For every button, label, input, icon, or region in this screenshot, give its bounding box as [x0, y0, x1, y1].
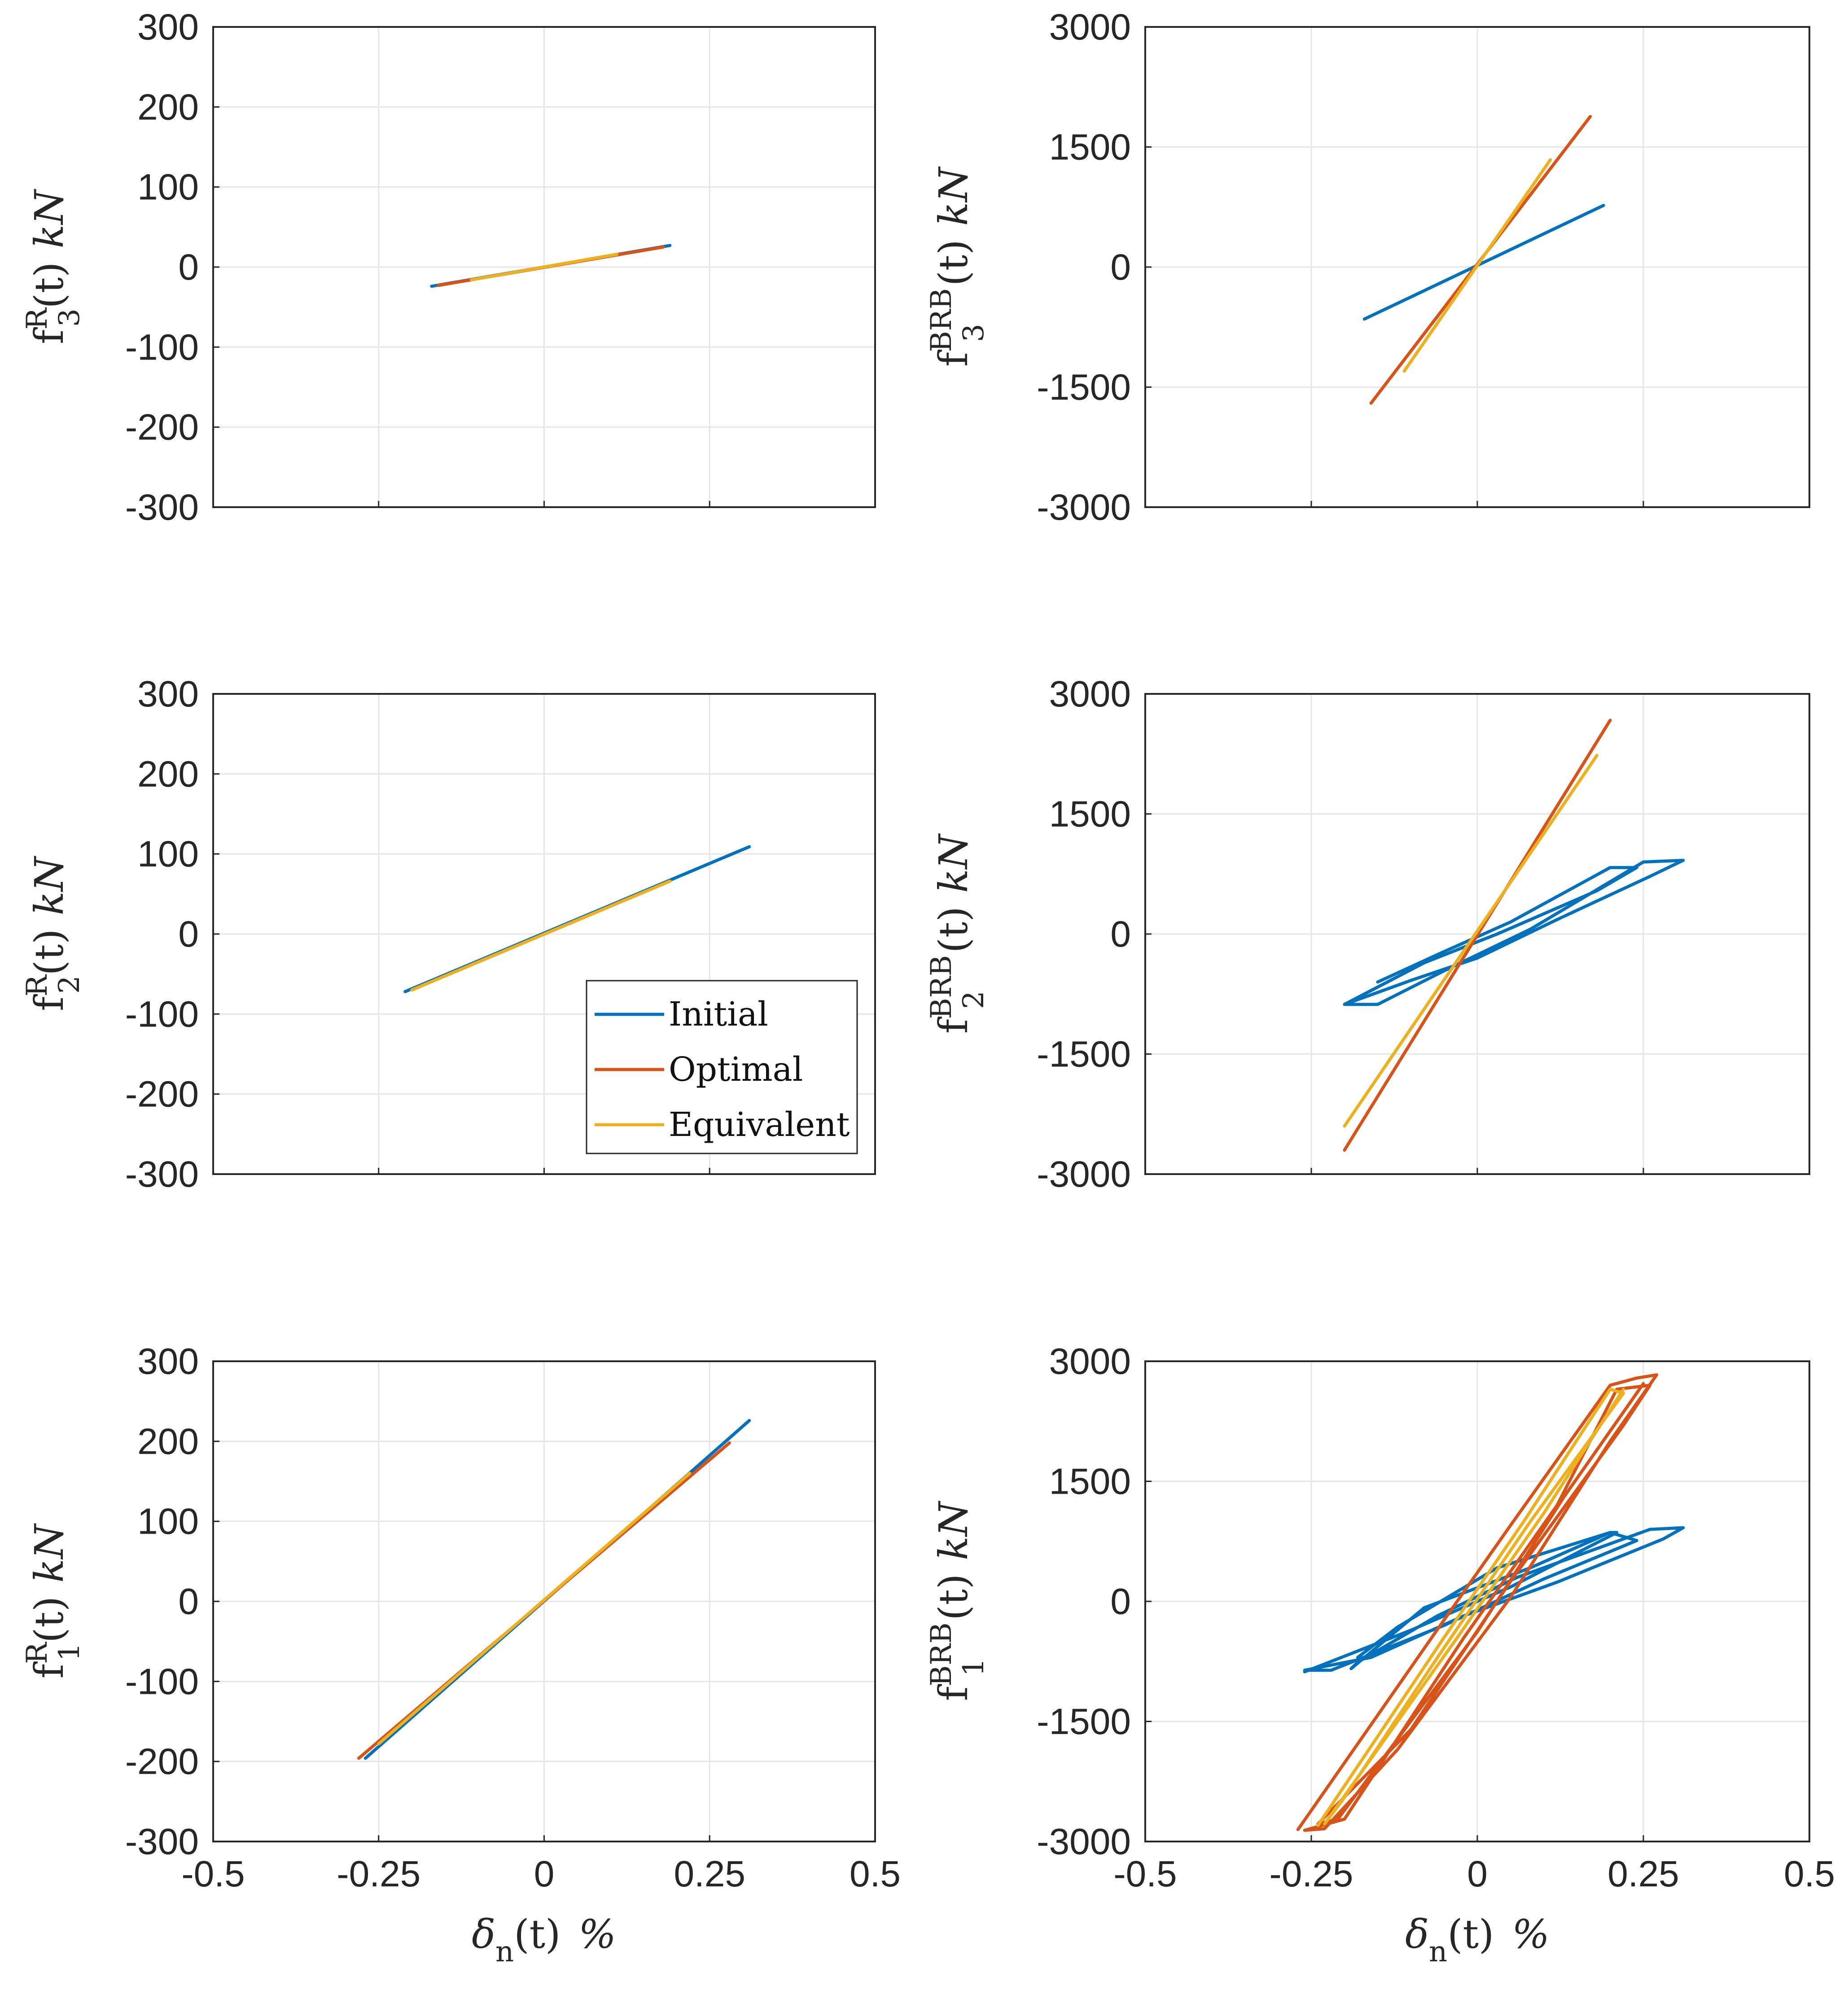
y-tick-label: 200	[137, 1421, 199, 1462]
series-initial	[1362, 204, 1605, 321]
x-tick-label: -0.5	[1113, 1854, 1177, 1894]
legend-label-equivalent: Equivalent	[669, 1105, 850, 1144]
panel-f2-brb: 3000 1500 0 -1500 -3000 fBRB2(t)kN	[925, 674, 1810, 1195]
x-tick-label: 0.25	[1607, 1854, 1679, 1894]
series-equivalent	[469, 253, 619, 281]
y-tick-label: 1500	[1049, 1461, 1131, 1502]
y-tick-label: -1500	[1037, 1701, 1131, 1742]
y-tick-labels: 3000 1500 0 -1500 -3000	[1037, 674, 1131, 1195]
y-tick-label: -100	[125, 327, 199, 368]
series-equivalent	[1343, 754, 1598, 1128]
y-tick-label: 200	[137, 754, 199, 794]
y-tick-label: 100	[137, 167, 199, 208]
series-layer	[1343, 719, 1685, 1152]
x-axis-label: δn(t)%	[472, 1911, 616, 1969]
series-equivalent	[377, 1472, 692, 1745]
y-axis-label: fBRB1(t)kN	[925, 1500, 990, 1701]
x-tick-label: -0.5	[181, 1854, 245, 1894]
y-tick-label: 1500	[1049, 127, 1131, 168]
axes-box	[212, 1360, 876, 1842]
y-axis-label: fBRB2(t)kN	[925, 833, 990, 1034]
series-optimal	[1343, 719, 1612, 1152]
legend-label-initial: Initial	[669, 995, 768, 1034]
y-tick-label: -1500	[1037, 1034, 1131, 1075]
y-tick-label: 0	[178, 914, 199, 955]
x-axis-label: δn(t)%	[1405, 1911, 1550, 1969]
y-axis-label: fR2(t)kN	[21, 855, 86, 1011]
y-tick-labels: 300 200 100 0 -100 -200 -300	[125, 1341, 199, 1862]
series-initial	[1303, 1526, 1685, 1674]
axes-box	[212, 26, 876, 508]
series-equivalent	[410, 879, 672, 992]
y-tick-labels: 3000 1500 0 -1500 -3000	[1037, 7, 1131, 528]
y-tick-labels: 300 200 100 0 -100 -200 -300	[125, 674, 199, 1195]
y-tick-label: 300	[137, 7, 199, 48]
y-tick-label: -300	[125, 1154, 199, 1195]
panel-f3-brb: 3000 1500 0 -1500 -3000 fBRB3(t)kN	[925, 7, 1810, 528]
series-layer	[1362, 115, 1605, 405]
y-tick-label: 0	[1110, 1581, 1131, 1622]
series-layer	[1296, 1373, 1685, 1832]
y-tick-label: -3000	[1037, 1821, 1131, 1862]
y-tick-label: 0	[1110, 247, 1131, 288]
y-tick-label: 0	[178, 1581, 199, 1622]
legend-label-optimal: Optimal	[669, 1050, 803, 1089]
axes-box	[212, 693, 876, 1175]
x-tick-label: 0.5	[1784, 1854, 1835, 1894]
x-tick-labels: -0.5 -0.25 0 0.25 0.5	[181, 1854, 901, 1894]
x-tick-labels: -0.5 -0.25 0 0.25 0.5	[1113, 1854, 1835, 1894]
y-tick-label: 0	[1110, 914, 1131, 955]
y-tick-label: -200	[125, 407, 199, 448]
y-tick-labels: 300 200 100 0 -100 -200 -300	[125, 7, 199, 528]
y-tick-label: 3000	[1049, 674, 1131, 715]
x-tick-label: 0	[1467, 1854, 1488, 1894]
series-equivalent	[1402, 158, 1552, 373]
y-axis-label: fR3(t)kN	[21, 189, 86, 344]
y-tick-label: 100	[137, 834, 199, 875]
axes-box	[1144, 26, 1810, 508]
y-tick-label: 300	[137, 674, 199, 715]
y-tick-label: -1500	[1037, 367, 1131, 408]
x-tick-label: -0.25	[337, 1854, 420, 1894]
y-tick-label: -300	[125, 487, 199, 528]
y-tick-label: 0	[178, 247, 199, 288]
axes-box	[1144, 693, 1810, 1175]
y-tick-label: -200	[125, 1741, 199, 1782]
y-tick-label: -3000	[1037, 487, 1131, 528]
series-layer	[430, 244, 672, 288]
y-tick-labels: 3000 1500 0 -1500 -3000	[1037, 1341, 1131, 1862]
x-tick-label: -0.25	[1270, 1854, 1353, 1894]
x-tick-label: 0	[534, 1854, 555, 1894]
y-tick-label: 200	[137, 87, 199, 127]
y-tick-label: -200	[125, 1074, 199, 1115]
panel-f1-r: 300 200 100 0 -100 -200 -300 -0.5 -0.25 0 0.25 0.5…	[21, 1341, 901, 1969]
y-tick-label: 300	[137, 1341, 199, 1382]
y-tick-label: -300	[125, 1821, 199, 1862]
x-tick-label: 0.25	[674, 1854, 745, 1894]
series-equivalent	[1316, 1387, 1625, 1827]
series-layer	[403, 845, 751, 993]
y-tick-label: -100	[125, 1661, 199, 1702]
panel-f3-r: 300 200 100 0 -100 -200 -300 fR3(t)kN	[21, 7, 876, 528]
series-layer	[357, 1419, 751, 1760]
y-tick-label: 3000	[1049, 1341, 1131, 1382]
series-initial	[1343, 859, 1685, 1006]
panel-f1-brb: 3000 1500 0 -1500 -3000 -0.5 -0.25 0 0.25 0.5 fB…	[925, 1341, 1835, 1969]
y-tick-label: 3000	[1049, 7, 1131, 48]
axes-box	[1144, 1360, 1810, 1842]
panel-f2-r: 300 200 100 0 -100 -200 -300 fR2(t)kN Initial …	[21, 674, 876, 1195]
y-tick-label: -3000	[1037, 1154, 1131, 1195]
y-tick-label: 1500	[1049, 794, 1131, 835]
y-tick-label: 100	[137, 1501, 199, 1542]
y-axis-label: fR1(t)kN	[21, 1523, 86, 1679]
legend: Initial Optimal Equivalent	[586, 980, 858, 1154]
y-tick-label: -100	[125, 994, 199, 1035]
x-tick-label: 0.5	[850, 1854, 901, 1894]
y-axis-label: fBRB3(t)kN	[925, 166, 990, 367]
